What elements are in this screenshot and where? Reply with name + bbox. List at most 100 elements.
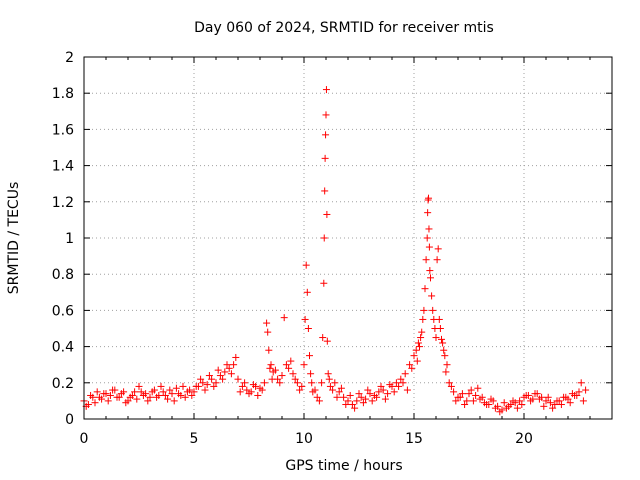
data-point xyxy=(540,402,548,410)
data-point xyxy=(364,386,372,394)
data-point xyxy=(285,364,293,372)
y-tick-label: 1 xyxy=(65,231,74,247)
data-point xyxy=(441,352,449,360)
data-point xyxy=(527,397,535,405)
data-point xyxy=(164,395,172,403)
x-tick-label: 5 xyxy=(190,431,199,447)
data-point xyxy=(318,379,326,387)
data-point xyxy=(133,395,141,403)
data-point xyxy=(425,225,433,233)
data-point xyxy=(375,388,383,396)
data-point xyxy=(236,388,244,396)
data-point xyxy=(302,261,310,269)
y-tick-label: 1.8 xyxy=(52,86,74,102)
data-point xyxy=(426,267,434,275)
data-point xyxy=(432,334,440,342)
data-point xyxy=(483,401,491,409)
data-point xyxy=(243,386,251,394)
data-point xyxy=(87,391,95,399)
data-point xyxy=(386,381,394,389)
data-point xyxy=(188,391,196,399)
data-point xyxy=(320,279,328,287)
data-point xyxy=(227,370,235,378)
data-point xyxy=(351,404,359,412)
data-point xyxy=(212,379,220,387)
data-point xyxy=(303,288,311,296)
data-point xyxy=(223,361,231,369)
data-point xyxy=(582,386,590,394)
data-point xyxy=(359,399,367,407)
data-point xyxy=(245,390,253,398)
data-point xyxy=(287,357,295,365)
y-tick-label: 1.4 xyxy=(52,159,74,175)
data-point xyxy=(219,375,227,383)
data-point xyxy=(201,386,209,394)
data-point xyxy=(553,397,561,405)
data-point xyxy=(353,397,361,405)
data-point xyxy=(234,375,242,383)
data-point xyxy=(467,386,475,394)
data-point xyxy=(159,388,167,396)
data-point xyxy=(417,334,425,342)
data-point xyxy=(577,379,585,387)
data-point xyxy=(324,370,332,378)
data-point xyxy=(232,353,240,361)
data-point xyxy=(392,379,400,387)
data-point xyxy=(463,397,471,405)
data-point xyxy=(435,315,443,323)
x-axis-label: GPS time / hours xyxy=(285,458,402,474)
data-point xyxy=(153,393,161,401)
data-point xyxy=(487,395,495,403)
data-point xyxy=(254,391,262,399)
data-point xyxy=(423,234,431,242)
data-point xyxy=(342,401,350,409)
data-point xyxy=(419,315,427,323)
data-point xyxy=(205,372,213,380)
data-point xyxy=(181,393,189,401)
data-point xyxy=(335,388,343,396)
data-point xyxy=(282,361,290,369)
data-point xyxy=(366,390,374,398)
data-point xyxy=(308,379,316,387)
x-tick-label: 0 xyxy=(80,431,89,447)
data-point xyxy=(319,334,327,342)
data-point xyxy=(439,339,447,347)
data-point xyxy=(271,366,279,374)
data-point xyxy=(420,306,428,314)
data-point xyxy=(296,386,304,394)
data-point xyxy=(357,393,365,401)
data-point xyxy=(443,361,451,369)
data-point xyxy=(373,393,381,401)
data-point xyxy=(440,346,448,354)
data-point xyxy=(333,393,341,401)
data-point xyxy=(168,390,176,398)
data-point xyxy=(225,364,233,372)
data-point xyxy=(546,399,554,407)
data-point xyxy=(291,375,299,383)
data-point xyxy=(445,379,453,387)
data-point xyxy=(416,343,423,351)
data-point xyxy=(513,404,521,412)
data-point xyxy=(210,382,218,390)
data-point xyxy=(325,375,333,383)
data-point xyxy=(265,346,273,354)
data-point xyxy=(91,399,99,407)
data-point xyxy=(575,388,583,396)
data-point xyxy=(413,357,421,365)
data-point xyxy=(322,131,330,139)
x-tick-label: 20 xyxy=(515,431,533,447)
y-tick-label: 0.6 xyxy=(52,303,74,319)
data-point xyxy=(221,368,229,376)
data-point xyxy=(428,292,436,300)
data-point xyxy=(429,306,437,314)
data-point xyxy=(109,386,117,394)
data-point xyxy=(304,325,312,332)
data-point xyxy=(293,379,301,387)
data-point xyxy=(311,386,319,394)
data-point xyxy=(410,352,418,360)
data-point xyxy=(298,382,306,390)
data-point xyxy=(379,386,387,394)
axis-ticks xyxy=(83,56,612,420)
data-point xyxy=(551,401,559,409)
